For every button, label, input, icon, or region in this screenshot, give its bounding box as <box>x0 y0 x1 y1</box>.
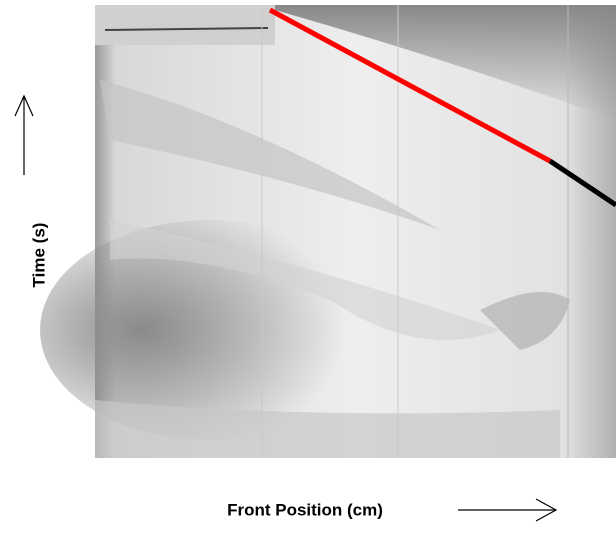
x-axis-arrow <box>458 499 556 521</box>
space-time-image <box>40 5 616 458</box>
y-axis-label: Time (s) <box>29 223 48 288</box>
figure: Time (s) Front Position (cm) <box>0 0 616 533</box>
x-axis-label: Front Position (cm) <box>227 500 383 519</box>
y-axis-arrow <box>15 96 33 175</box>
